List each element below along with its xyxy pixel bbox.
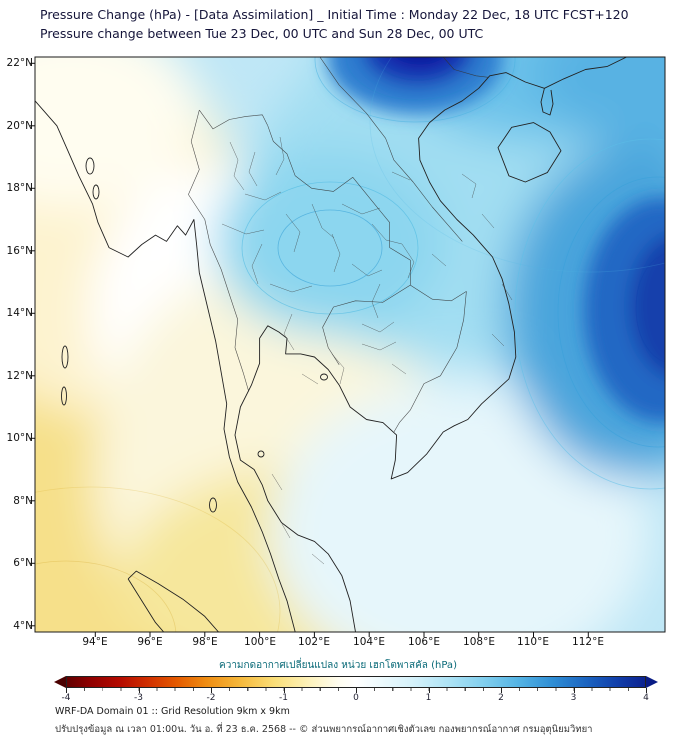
province-borders xyxy=(221,136,513,565)
colorbar-tick xyxy=(211,688,212,693)
coast-west-andaman xyxy=(35,100,296,632)
y-tick-label: 10°N xyxy=(6,432,33,444)
x-tick-label: 112°E xyxy=(572,636,604,648)
x-tick-label: 96°E xyxy=(137,636,163,648)
colorbar-left-arrow xyxy=(54,676,66,688)
colorbar: -4 -3 -2 -1 0 1 2 3 4 xyxy=(54,676,658,703)
contour-lines xyxy=(35,57,665,632)
coast-gulf-vietnam xyxy=(234,57,627,632)
colorbar-tick-label: 4 xyxy=(643,693,649,703)
colorbar-tick-label: -4 xyxy=(61,693,71,703)
y-tick-label: 22°N xyxy=(6,57,33,69)
y-tick-label: 12°N xyxy=(6,370,33,382)
x-tick-label: 94°E xyxy=(82,636,108,648)
title-line-1: Pressure Change (hPa) - [Data Assimilati… xyxy=(40,7,629,22)
islands xyxy=(61,157,328,513)
y-tick-label: 16°N xyxy=(6,245,33,257)
colorbar-tick xyxy=(356,688,357,693)
map-canvas xyxy=(30,56,666,637)
colorbar-tick-label: 0 xyxy=(353,693,359,703)
footer-update-info: ปรับปรุงข้อมูล ณ เวลา 01:00น. วัน อ. ที่… xyxy=(55,724,593,735)
colorbar-tick xyxy=(646,688,647,693)
coastlines xyxy=(35,57,627,632)
colorbar-tick-label: 1 xyxy=(425,693,432,703)
colorbar-tick-label: -1 xyxy=(279,693,288,703)
colorbar-tick-label: -3 xyxy=(134,693,143,703)
colorbar-tick-label: -2 xyxy=(206,693,216,703)
y-tick-label: 18°N xyxy=(6,182,33,194)
y-tick-label: 4°N xyxy=(13,620,33,632)
y-tick-label: 14°N xyxy=(6,307,33,319)
colorbar-label: ความกดอากาศเปลี่ยนแปลง หน่วย เฮกโตพาสคัล… xyxy=(219,660,457,671)
x-tick-label: 102°E xyxy=(298,636,330,648)
colorbar-tick xyxy=(428,688,430,693)
colorbar-right-arrow xyxy=(646,676,658,688)
pressure-field xyxy=(35,57,665,632)
hainan-island xyxy=(497,122,562,183)
x-tick-label: 106°E xyxy=(408,636,440,648)
x-tick-label: 110°E xyxy=(517,636,549,648)
x-tick-label: 108°E xyxy=(463,636,495,648)
title-line-2: Pressure change between Tue 23 Dec, 00 U… xyxy=(40,26,484,41)
colorbar-tick-label: 2 xyxy=(498,693,504,703)
colorbar-tick xyxy=(283,688,285,693)
colorbar-gradient xyxy=(66,676,646,688)
y-tick-label: 6°N xyxy=(13,557,33,569)
y-tick-label: 20°N xyxy=(6,120,33,132)
leizhou-peninsula xyxy=(540,88,554,116)
sumatra-coast xyxy=(127,570,219,632)
axis-ticks xyxy=(30,62,589,637)
colorbar-tick xyxy=(501,688,502,693)
y-tick-label: 8°N xyxy=(13,495,33,507)
x-tick-label: 104°E xyxy=(353,636,385,648)
map-frame xyxy=(34,56,666,633)
colorbar-tick xyxy=(138,688,140,693)
colorbar-tick xyxy=(66,688,67,693)
country-borders xyxy=(188,57,489,433)
x-tick-label: 98°E xyxy=(192,636,218,648)
footer-domain-info: WRF-DA Domain 01 :: Grid Resolution 9km … xyxy=(55,706,290,717)
x-tick-label: 100°E xyxy=(244,636,276,648)
colorbar-tick xyxy=(573,688,575,693)
colorbar-tick-label: 3 xyxy=(570,693,577,703)
